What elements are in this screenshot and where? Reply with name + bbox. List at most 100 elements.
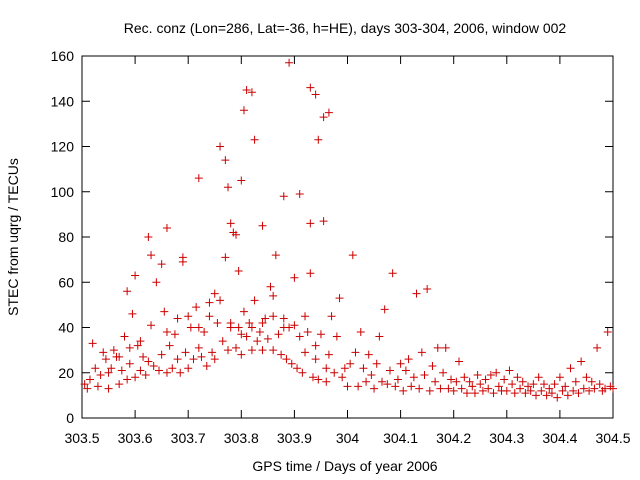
data-point bbox=[226, 318, 235, 327]
data-point bbox=[431, 377, 440, 386]
data-point bbox=[136, 366, 145, 375]
data-point bbox=[274, 330, 283, 339]
data-point bbox=[375, 332, 384, 341]
data-point bbox=[359, 364, 368, 373]
data-point bbox=[526, 386, 535, 395]
data-point bbox=[247, 346, 256, 355]
data-point bbox=[399, 386, 408, 395]
data-point bbox=[407, 382, 416, 391]
data-point bbox=[205, 298, 214, 307]
data-point bbox=[470, 389, 479, 398]
data-point bbox=[468, 382, 477, 391]
data-point bbox=[457, 384, 466, 393]
data-point bbox=[96, 371, 105, 380]
data-point bbox=[558, 386, 567, 395]
data-point bbox=[346, 359, 355, 368]
data-point bbox=[184, 364, 193, 373]
data-point bbox=[428, 361, 437, 370]
data-point bbox=[322, 377, 331, 386]
data-point bbox=[385, 366, 394, 375]
data-point bbox=[306, 83, 315, 92]
data-point bbox=[362, 377, 371, 386]
y-tick-label: 80 bbox=[58, 229, 74, 245]
data-point bbox=[85, 375, 94, 384]
data-point bbox=[290, 273, 299, 282]
data-point bbox=[123, 287, 132, 296]
data-point bbox=[529, 380, 538, 389]
data-point bbox=[308, 373, 317, 382]
data-point bbox=[441, 343, 450, 352]
data-point bbox=[319, 217, 328, 226]
y-tick-label: 60 bbox=[58, 274, 74, 290]
data-point bbox=[279, 314, 288, 323]
data-point bbox=[332, 332, 341, 341]
data-point bbox=[194, 343, 203, 352]
data-point bbox=[319, 113, 328, 122]
data-point bbox=[516, 384, 525, 393]
data-point bbox=[157, 350, 166, 359]
data-point bbox=[242, 85, 251, 94]
data-point bbox=[303, 328, 312, 337]
data-point bbox=[401, 366, 410, 375]
data-point bbox=[311, 341, 320, 350]
data-point bbox=[324, 108, 333, 117]
data-point bbox=[593, 343, 602, 352]
data-point bbox=[120, 332, 129, 341]
data-point bbox=[101, 355, 110, 364]
x-tick-label: 304.2 bbox=[436, 430, 471, 446]
data-point bbox=[603, 328, 612, 337]
data-point bbox=[107, 364, 116, 373]
data-point bbox=[569, 386, 578, 395]
data-point bbox=[168, 364, 177, 373]
data-point bbox=[277, 350, 286, 359]
data-point bbox=[391, 382, 400, 391]
data-point bbox=[460, 373, 469, 382]
data-point bbox=[532, 391, 541, 400]
data-point bbox=[324, 350, 333, 359]
data-point bbox=[253, 337, 262, 346]
data-point bbox=[574, 389, 583, 398]
data-point bbox=[561, 382, 570, 391]
data-point bbox=[269, 346, 278, 355]
data-point bbox=[314, 135, 323, 144]
data-point bbox=[173, 314, 182, 323]
data-point bbox=[423, 285, 432, 294]
data-point bbox=[489, 389, 498, 398]
data-point bbox=[88, 339, 97, 348]
data-point bbox=[518, 377, 527, 386]
x-tick-label: 304.1 bbox=[383, 430, 418, 446]
y-tick-label: 140 bbox=[51, 93, 75, 109]
data-point bbox=[473, 371, 482, 380]
data-point bbox=[524, 382, 533, 391]
data-point bbox=[420, 371, 429, 380]
data-point bbox=[189, 355, 198, 364]
data-point bbox=[404, 355, 413, 364]
data-point bbox=[537, 386, 546, 395]
data-point bbox=[354, 382, 363, 391]
data-point bbox=[412, 289, 421, 298]
data-point bbox=[176, 368, 185, 377]
data-point bbox=[508, 380, 517, 389]
data-point bbox=[147, 321, 156, 330]
data-point bbox=[478, 386, 487, 395]
data-point bbox=[590, 384, 599, 393]
data-point bbox=[510, 389, 519, 398]
data-point bbox=[306, 219, 315, 228]
data-point bbox=[433, 343, 442, 352]
data-point bbox=[322, 364, 331, 373]
data-point bbox=[287, 359, 296, 368]
y-axis: 0 20 40 60 80 100 120 140 160 bbox=[51, 48, 613, 426]
data-point bbox=[109, 346, 118, 355]
data-point bbox=[136, 337, 145, 346]
data-point bbox=[579, 384, 588, 393]
data-point bbox=[388, 269, 397, 278]
data-point bbox=[505, 366, 514, 375]
data-point bbox=[370, 384, 379, 393]
data-point bbox=[465, 377, 474, 386]
data-point bbox=[311, 90, 320, 99]
data-point bbox=[545, 384, 554, 393]
data-point bbox=[258, 221, 267, 230]
data-point bbox=[476, 380, 485, 389]
data-point bbox=[154, 366, 163, 375]
